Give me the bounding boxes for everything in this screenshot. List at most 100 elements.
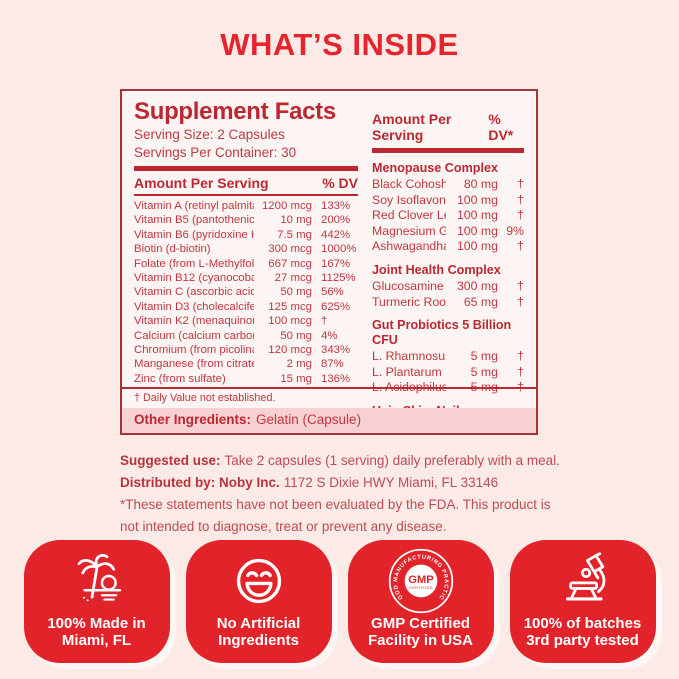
left-table-header: Amount Per Serving % DV [134,174,358,193]
ingredient-name: Vitamin B5 (pantothenic acid) [134,214,254,227]
ingredient-name: Ashwagandha Root [372,239,446,254]
ingredient-name: Chromium (from picolinate) [134,344,254,357]
gmp-seal-icon: GOOD MANUFACTURING PRACTICE GMP CERTIFIE… [387,547,455,614]
ingredient-name: Soy Isoflavones [372,192,446,207]
ingredient-amount: 120 mcg [268,344,312,357]
ingredient-amount: 5 mg [470,364,498,379]
ingredient-amount: 100 mg [456,208,498,223]
ingredient-dv: † [517,192,524,207]
table-row: Glucosamine Sulfate 300 mg † [372,279,524,295]
facts-columns: Supplement Facts Serving Size: 2 Capsule… [122,91,536,436]
ingredient-dv: 133% [321,200,351,212]
right-table-header: Amount Per Serving % DV* [372,110,524,145]
suggested-use-label: Suggested use: [120,453,221,468]
badge-no-artificial: No Artificial Ingredients [185,540,332,663]
ingredient-dv: † [517,364,524,379]
ingredient-amount: 10 mg [280,214,312,227]
daily-value-footnote: † Daily Value not established. [134,392,276,404]
ingredient-dv: † [517,349,524,364]
table-row: Calcium (calcium carbonate) 50 mg 4% [134,329,358,343]
table-row: Biotin (d-biotin) 300 mcg 1000% [134,242,358,256]
ingredient-amount: 300 mg [456,278,498,293]
table-row: Turmeric Root Extract 65 mg † [372,295,524,311]
ingredient-amount: 100 mcg [268,315,312,328]
ingredient-amount: 50 mg [280,286,312,299]
ingredient-name: Magnesium Glycinate [372,223,446,238]
right-header-amount: Amount Per Serving [372,111,452,143]
group-rows: Black Cohosh 80 mg † Soy Isoflavones 100… [372,177,524,255]
badge-caption-line1: 100% Made in [47,615,146,632]
ingredient-dv: † [517,208,524,223]
ingredient-dv: † [517,177,524,191]
ingredient-name: Biotin (d-biotin) [134,243,211,256]
table-row: Ashwagandha Root 100 mg † [372,239,524,255]
table-row: Chromium (from picolinate) 120 mcg 343% [134,343,358,357]
table-row: Manganese (from citrate) 2 mg 87% [134,357,358,371]
table-row: Zinc (from sulfate) 15 mg 136% [134,372,358,386]
badge-caption-line2: Miami, FL [61,631,132,649]
badge-third-party-tested: 100% of batches 3rd party tested [509,540,656,663]
ingredient-amount: 7.5 mg [277,228,312,241]
table-row: Soy Isoflavones 100 mg † [372,193,524,209]
ingredient-amount: 2 mg [286,358,312,371]
table-row: L. Plantarum 5 mg † [372,365,524,381]
ingredient-name: Zinc (from sulfate) [134,372,226,385]
badge-caption-line1: GMP Certified [371,615,470,632]
group-rows: Glucosamine Sulfate 300 mg † Turmeric Ro… [372,279,524,310]
ingredient-dv: † [517,239,524,254]
ingredient-amount: 300 mcg [268,243,312,256]
footer-notes: Suggested use: Take 2 capsules (1 serving… [120,450,572,538]
table-row: Vitamin B5 (pantothenic acid) 10 mg 200% [134,213,358,227]
servings-per-container: Servings Per Container: 30 [134,145,297,160]
ingredient-dv: 167% [321,257,351,270]
left-header-dv: % DV [322,175,358,191]
ingredient-name: Red Clover Leaf [372,208,446,223]
group-title: Gut Probiotics 5 Billion CFU [372,318,512,348]
badge-caption-line1: 100% of batches [523,615,642,632]
ingredient-amount: 27 mcg [274,272,312,285]
table-row: Vitamin C (ascorbic acid) 50 mg 56% [134,285,358,299]
ingredient-amount: 1200 mcg [261,200,312,212]
other-ingredients-value: Gelatin (Capsule) [256,412,362,427]
other-ingredients-band: Other Ingredients: Gelatin (Capsule) [122,408,536,433]
thick-divider-bar [372,148,524,153]
table-row: Folate (from L-Methylfolate) 667 mcg 167… [134,257,358,271]
page-title: WHAT’S INSIDE [220,27,459,62]
ingredient-name: Vitamin C (ascorbic acid) [134,286,254,299]
badge-caption: 100% Made in Miami, FL [47,615,146,649]
ingredient-name: Vitamin B6 (pyridoxine HCl) [134,228,254,241]
badge-gmp-certified: GOOD MANUFACTURING PRACTICE GMP CERTIFIE… [347,540,494,663]
ingredient-dv: † [321,315,328,328]
group-title: Joint Health Complex [372,262,501,277]
ingredient-dv: 136% [321,372,351,385]
group-rows: L. Rhamnosus GG 5 mg † L. Plantarum 5 mg… [372,349,524,396]
ingredient-dv: 87% [321,358,344,371]
ingredient-name: Vitamin K2 (menaquinone-4) [134,315,254,328]
ingredient-name: Glucosamine Sulfate [372,278,446,293]
ingredient-dv: 4% [321,329,338,342]
ingredient-name: Calcium (calcium carbonate) [134,329,254,342]
microscope-icon [552,549,614,613]
table-row: Black Cohosh 80 mg † [372,177,524,193]
ingredient-dv: 1125% [321,272,356,285]
ingredient-dv: 200% [321,214,351,227]
right-header-dv: % DV* [488,111,514,143]
ingredient-name: Vitamin A (retinyl palmitate) [134,200,254,212]
distributed-by-label: Distributed by: Noby Inc. [120,475,280,490]
ingredient-dv: † [517,278,524,293]
group-title: Menopause Complex [372,161,498,175]
group-menopause-complex: Menopause Complex Black Cohosh 80 mg † S… [372,161,524,255]
thick-divider-bar [134,166,358,171]
ingredient-amount: 80 mg [463,177,498,191]
ingredient-dv: 442% [321,228,351,241]
table-row: L. Rhamnosus GG 5 mg † [372,349,524,365]
table-row: Vitamin B6 (pyridoxine HCl) 7.5 mg 442% [134,228,358,242]
ingredient-amount: 100 mg [456,223,498,238]
ingredient-amount: 125 mcg [268,300,312,313]
ingredient-dv: † [517,294,524,309]
ingredient-name: Black Cohosh [372,177,446,191]
facts-right-column: Amount Per Serving % DV* Menopause Compl… [372,99,524,436]
suggested-use-text: Take 2 capsules (1 serving) daily prefer… [224,453,560,468]
badge-caption: 100% of batches 3rd party tested [523,615,642,649]
ingredient-amount: 667 mcg [268,257,312,270]
